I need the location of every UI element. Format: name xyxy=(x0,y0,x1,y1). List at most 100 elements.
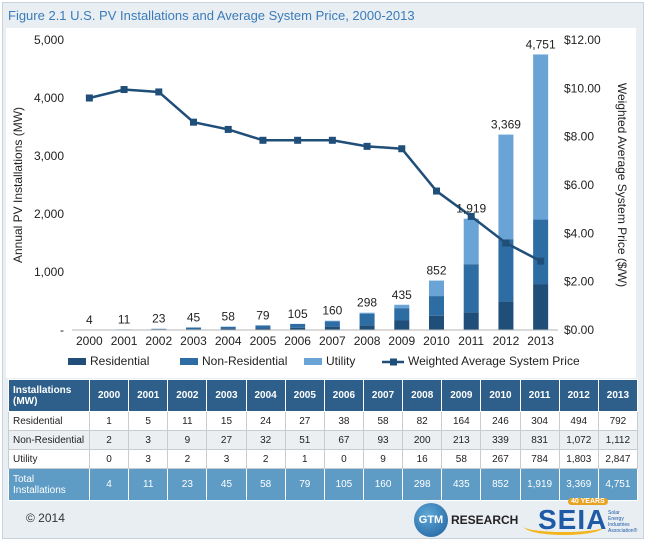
gtm-logo-icon: GTM xyxy=(414,503,448,537)
table-cell: 16 xyxy=(402,449,443,469)
table-cell: 93 xyxy=(362,430,404,450)
table-cell: 1,112 xyxy=(597,430,639,450)
table-cell: 1 xyxy=(88,411,130,431)
table-cell: 792 xyxy=(597,411,639,431)
table-cell: 3 xyxy=(128,449,169,469)
table-year-header: 2013 xyxy=(597,379,639,412)
bar-segment xyxy=(359,313,375,326)
table-cell: 494 xyxy=(558,411,599,431)
seia-logo-subtitle: Solar Energy Industries Association® xyxy=(608,510,638,534)
table-cell: 58 xyxy=(441,449,482,469)
table-header-label: Installations (MW) xyxy=(8,379,90,412)
table-cell: 4,751 xyxy=(597,468,639,501)
y-tick-label: 3,000 xyxy=(34,149,64,163)
table-cell: 246 xyxy=(480,411,521,431)
table-row: Residential 1 5 11 15 24 27 38 58 82 164 246 304 494 7… xyxy=(8,411,639,431)
bar-segment xyxy=(498,301,514,330)
bar-segment xyxy=(220,326,236,329)
price-point xyxy=(259,136,267,144)
table-cell: 3,369 xyxy=(558,468,599,501)
table-cell: 784 xyxy=(519,449,560,469)
seia-logo-word: SEIA xyxy=(538,504,608,535)
chart-svg: 4 11 23 45 58 79 105 160 298 435 852 1,919 3,369 4,75… xyxy=(11,33,629,368)
seia-anniversary-badge: 40 YEARS xyxy=(568,498,608,505)
table-body: Residential 1 5 11 15 24 27 38 58 82 164 246 304 494 7… xyxy=(8,411,639,501)
y2-tick-label: $12.00 xyxy=(564,33,601,47)
table-cell: 0 xyxy=(88,449,130,469)
table-cell: 1,919 xyxy=(519,468,560,501)
bar-total-label: 23 xyxy=(152,312,166,326)
bar-total-label: 435 xyxy=(392,288,412,302)
price-point xyxy=(537,257,545,265)
table-cell: 435 xyxy=(441,468,482,501)
table-cell: 1,803 xyxy=(558,449,599,469)
bar-total-label: 160 xyxy=(322,304,342,318)
bar-segment xyxy=(394,320,410,330)
table-year-header: 2012 xyxy=(558,379,599,412)
table-year-header: 2005 xyxy=(284,379,325,412)
seia-logo: SEIA 40 YEARS Solar Energy Industries As… xyxy=(522,498,637,536)
bar-total-label: 1,919 xyxy=(456,202,486,216)
table-row-label: Total Installations xyxy=(8,468,90,501)
x-tick-label: 2010 xyxy=(423,334,450,348)
table-row-label: Non-Residential xyxy=(8,430,90,450)
table-cell: 831 xyxy=(519,430,560,450)
table-cell: 1,072 xyxy=(558,430,599,450)
bar-segment xyxy=(394,304,410,309)
table-cell: 38 xyxy=(323,411,364,431)
price-point xyxy=(190,118,197,126)
table-year-header: 2004 xyxy=(245,379,286,412)
chart-panel: 4 11 23 45 58 79 105 160 298 435 852 1,919 3,369 4,75… xyxy=(6,28,636,378)
table-year-header: 2011 xyxy=(519,379,560,412)
bar-total-label: 11 xyxy=(118,312,131,326)
bar-segment xyxy=(429,296,444,316)
price-point xyxy=(85,94,93,102)
total-labels: 4 11 23 45 58 79 105 160 298 435 852 1,919 3,369 4,75… xyxy=(86,37,556,326)
bar-segment xyxy=(255,325,271,329)
bar-segment xyxy=(463,264,479,313)
table-cell: 24 xyxy=(245,411,286,431)
price-point xyxy=(363,142,371,150)
table-cell: 15 xyxy=(206,411,247,431)
bar-segment xyxy=(151,328,167,330)
bar-segment xyxy=(429,280,444,297)
price-point xyxy=(433,187,440,195)
table-header-row: Installations (MW) 2000 2001 2002 2003 2004 2… xyxy=(8,379,639,412)
bar-total-label: 79 xyxy=(256,308,270,322)
price-point xyxy=(224,125,232,133)
bar-segment xyxy=(220,328,236,330)
bar-total-label: 58 xyxy=(222,310,236,324)
gtm-logo-word: RESEARCH xyxy=(451,513,519,527)
y2-tick-label: $4.00 xyxy=(564,226,594,240)
y-tick-label: 2,000 xyxy=(34,207,64,221)
table-total-row: Total Installations 4 11 23 45 58 79 105 160 298 4… xyxy=(8,468,639,501)
table-cell: 298 xyxy=(402,468,443,501)
table-year-header: 2001 xyxy=(128,379,169,412)
table-year-header: 2002 xyxy=(167,379,208,412)
bar-total-label: 45 xyxy=(187,310,201,324)
price-point xyxy=(467,212,475,220)
x-tick-label: 2011 xyxy=(458,334,484,348)
x-tick-label: 2005 xyxy=(250,334,277,348)
table-cell: 339 xyxy=(480,430,521,450)
bar-segment xyxy=(498,134,514,240)
x-tick-label: 2001 xyxy=(111,334,138,348)
table-cell: 2 xyxy=(88,430,130,450)
bar-total-label: 4,751 xyxy=(526,37,556,51)
seia-swoosh-icon xyxy=(524,518,604,535)
axes: - 1,000 2,000 3,000 4,000 5,000 $0.00 $2.00 $4.0… xyxy=(11,33,629,348)
x-tick-label: 2012 xyxy=(493,334,520,348)
table-cell: 852 xyxy=(480,468,521,501)
y-axis-title: Annual PV Installations (MW) xyxy=(11,107,25,263)
table-cell: 4 xyxy=(88,468,130,501)
price-point xyxy=(328,136,336,144)
x-tick-label: 2008 xyxy=(354,334,381,348)
legend-label: Utility xyxy=(326,354,355,368)
table-row-label: Residential xyxy=(8,411,90,431)
bar-total-label: 105 xyxy=(288,307,308,321)
bar-segment xyxy=(463,312,479,330)
legend-swatch xyxy=(304,358,322,365)
price-line xyxy=(85,86,545,265)
table-cell: 304 xyxy=(519,411,560,431)
bar-total-label: 3,369 xyxy=(491,118,521,132)
